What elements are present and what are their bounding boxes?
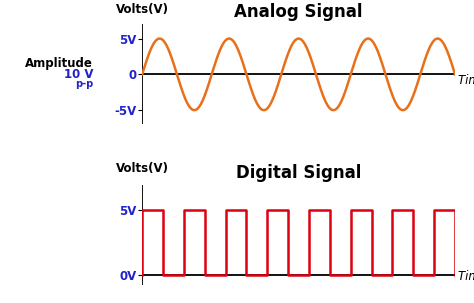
Text: Time (t): Time (t) [458,270,474,283]
Text: 10 V: 10 V [64,68,93,81]
Text: p-p: p-p [75,79,93,89]
Text: Volts(V): Volts(V) [116,161,169,175]
Text: Amplitude: Amplitude [25,57,93,70]
Text: Time (t): Time (t) [458,74,474,87]
Title: Digital Signal: Digital Signal [236,164,361,182]
Text: Volts(V): Volts(V) [116,3,169,16]
Title: Analog Signal: Analog Signal [234,3,363,21]
